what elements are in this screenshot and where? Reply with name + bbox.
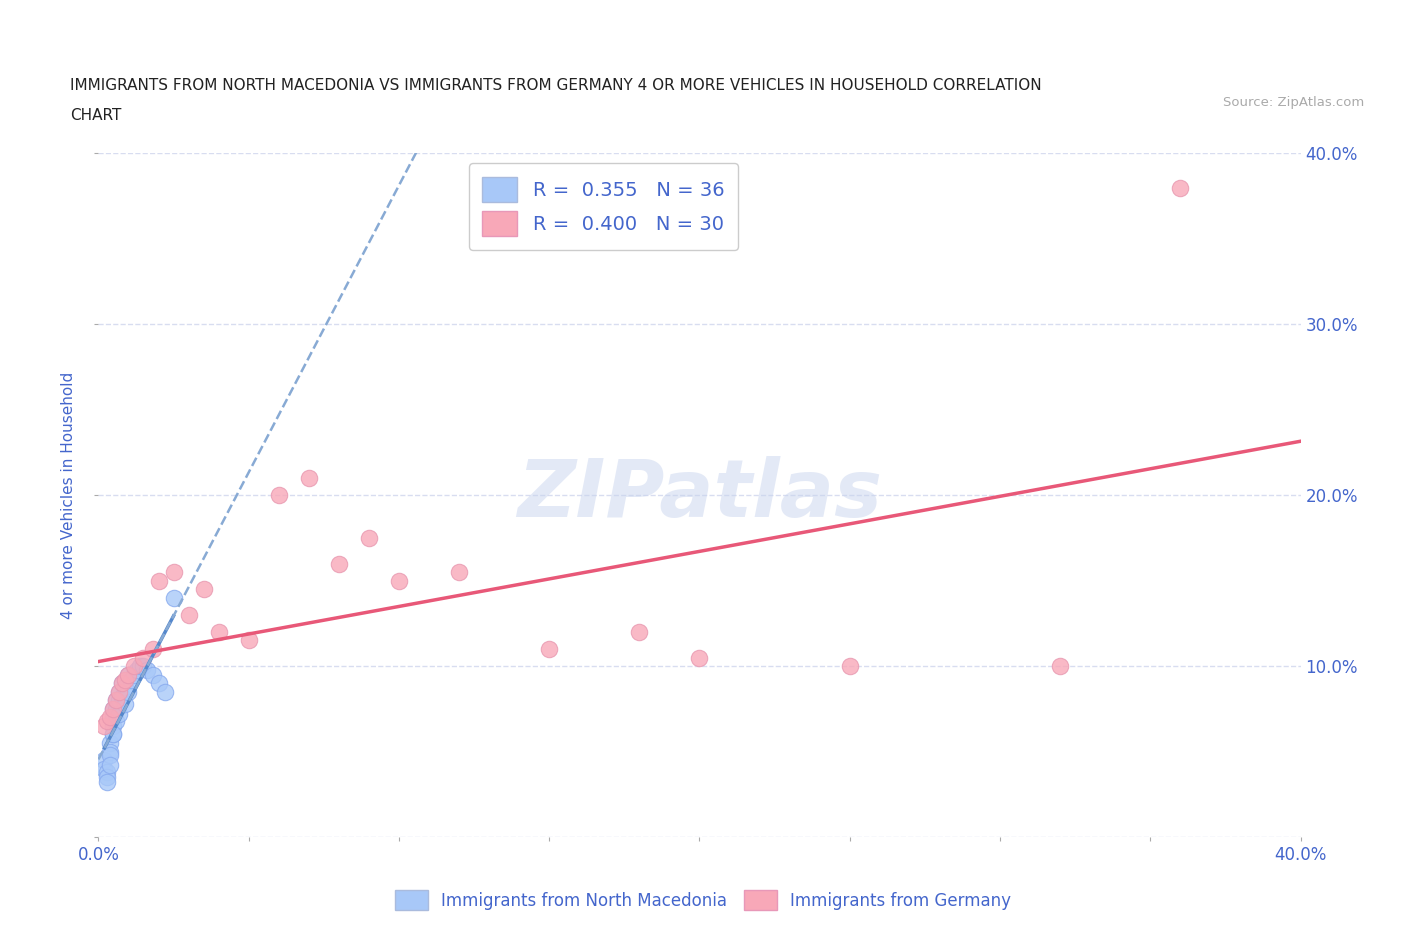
Point xyxy=(121,672,143,687)
Point xyxy=(388,573,411,588)
Point xyxy=(105,693,128,708)
Point xyxy=(93,752,115,767)
Point xyxy=(298,471,321,485)
Point xyxy=(135,662,157,677)
Point xyxy=(132,650,155,665)
Point xyxy=(100,736,122,751)
Point xyxy=(447,565,470,579)
Point xyxy=(117,667,139,682)
Point xyxy=(208,625,231,640)
Point xyxy=(1049,658,1071,673)
Point xyxy=(162,565,184,579)
Point xyxy=(127,662,149,677)
Point xyxy=(162,591,184,605)
Point xyxy=(93,761,115,776)
Point xyxy=(103,701,125,716)
Text: CHART: CHART xyxy=(70,108,122,123)
Point xyxy=(111,689,134,704)
Point xyxy=(114,679,136,694)
Point xyxy=(108,693,131,708)
Point xyxy=(148,676,170,691)
Point xyxy=(108,707,131,722)
Point xyxy=(357,530,380,545)
Point xyxy=(111,676,134,691)
Point xyxy=(132,658,155,673)
Point xyxy=(117,667,139,682)
Point xyxy=(103,727,125,742)
Text: IMMIGRANTS FROM NORTH MACEDONIA VS IMMIGRANTS FROM GERMANY 4 OR MORE VEHICLES IN: IMMIGRANTS FROM NORTH MACEDONIA VS IMMIG… xyxy=(70,78,1042,93)
Point xyxy=(108,684,131,699)
Point xyxy=(124,658,146,673)
Point xyxy=(93,719,115,734)
Point xyxy=(105,713,128,728)
Point xyxy=(96,770,118,785)
Point xyxy=(838,658,860,673)
Point xyxy=(538,642,561,657)
Point xyxy=(114,672,136,687)
Point xyxy=(103,710,125,724)
Legend: R =  0.355   N = 36, R =  0.400   N = 30: R = 0.355 N = 36, R = 0.400 N = 30 xyxy=(468,163,738,250)
Point xyxy=(114,697,136,711)
Point xyxy=(96,775,118,790)
Text: ZIPatlas: ZIPatlas xyxy=(517,457,882,534)
Legend: Immigrants from North Macedonia, Immigrants from Germany: Immigrants from North Macedonia, Immigra… xyxy=(388,884,1018,917)
Point xyxy=(1170,180,1192,195)
Point xyxy=(193,582,215,597)
Point xyxy=(108,684,131,699)
Point xyxy=(96,713,118,728)
Point xyxy=(177,607,200,622)
Point xyxy=(267,488,290,503)
Point xyxy=(103,727,125,742)
Point xyxy=(328,556,350,571)
Point xyxy=(100,748,122,763)
Point xyxy=(153,684,176,699)
Point xyxy=(628,625,651,640)
Point xyxy=(689,650,711,665)
Point xyxy=(111,676,134,691)
Point xyxy=(96,764,118,779)
Point xyxy=(238,633,260,648)
Point xyxy=(105,693,128,708)
Text: Source: ZipAtlas.com: Source: ZipAtlas.com xyxy=(1223,96,1364,109)
Point xyxy=(148,573,170,588)
Point xyxy=(141,642,163,657)
Point xyxy=(129,658,152,673)
Point xyxy=(124,667,146,682)
Point xyxy=(141,667,163,682)
Point xyxy=(117,684,139,699)
Point xyxy=(100,758,122,773)
Y-axis label: 4 or more Vehicles in Household: 4 or more Vehicles in Household xyxy=(60,372,76,618)
Point xyxy=(100,744,122,759)
Point xyxy=(105,701,128,716)
Point xyxy=(103,719,125,734)
Point xyxy=(103,701,125,716)
Point xyxy=(100,710,122,724)
